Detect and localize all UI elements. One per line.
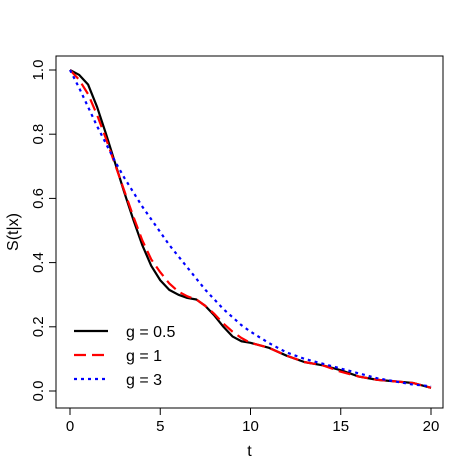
series-line-2 [69,69,432,389]
legend-label-1: g = 0.5 [126,324,175,341]
x-tick-label: 5 [156,418,164,435]
x-tick-label: 20 [423,418,440,435]
legend-label-2: g = 1 [126,348,162,365]
y-tick-label: 0.4 [30,252,47,273]
y-axis-label: S(t|x) [5,213,22,251]
y-tick-label: 0.2 [30,316,47,337]
series-line-3 [69,69,432,388]
x-tick-label: 10 [242,418,259,435]
y-tick-label: 0.0 [30,381,47,402]
legend: g = 0.5 g = 1 g = 3 [74,324,175,389]
y-axis: 0.0 0.2 0.4 0.6 0.8 1.0 [30,60,57,402]
legend-label-3: g = 3 [126,372,162,389]
y-tick-label: 0.8 [30,124,47,145]
y-tick-label: 1.0 [30,60,47,81]
y-tick-label: 0.6 [30,188,47,209]
x-tick-label: 15 [332,418,349,435]
x-axis: 0 5 10 15 20 [66,407,440,435]
series-layer [69,69,432,389]
x-tick-label: 0 [66,418,74,435]
x-axis-label: t [247,443,252,460]
